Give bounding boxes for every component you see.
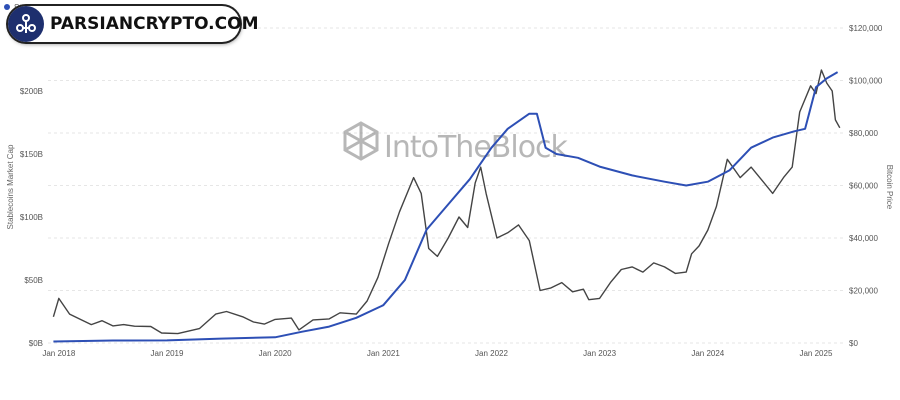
x-tick-label: Jan 2024 (691, 349, 724, 358)
x-tick-label: Jan 2018 (42, 349, 75, 358)
y-right-tick-label: $100,000 (849, 77, 883, 86)
y-right-tick-label: $60,000 (849, 182, 878, 191)
legend-stablecoins-swatch (4, 4, 10, 10)
parsiancrypto-logo: PARSIANCRYPTO.COM (8, 6, 258, 42)
gridlines (48, 27, 843, 344)
y-left-tick-label: $50B (24, 276, 43, 285)
y-axis-left: $0B $50B $100B $150B $200B (20, 87, 43, 348)
intotheblock-logo-icon (343, 121, 379, 161)
logo-text: PARSIANCRYPTO.COM (50, 14, 259, 34)
x-tick-label: Jan 2022 (475, 349, 508, 358)
y-right-tick-label: $20,000 (849, 287, 878, 296)
series (52, 69, 841, 343)
y-axis-right: $0 $20,000 $40,000 $60,000 $80,000 $100,000 $1… (849, 24, 883, 348)
y-axis-right-title: Bitcoin Price (885, 165, 894, 210)
x-tick-label: Jan 2021 (367, 349, 400, 358)
y-right-tick-label: $120,000 (849, 24, 883, 33)
y-left-tick-label: $200B (20, 87, 43, 96)
watermark-text: IntoTheBlock (384, 130, 569, 165)
y-left-tick-label: $150B (20, 150, 43, 159)
y-right-tick-label: $0 (849, 339, 858, 348)
x-tick-label: Jan 2019 (151, 349, 184, 358)
y-left-tick-label: $0B (29, 339, 43, 348)
x-tick-label: Jan 2023 (583, 349, 616, 358)
bitcoin-price-line (52, 69, 841, 335)
x-tick-label: Jan 2020 (259, 349, 292, 358)
x-axis: Jan 2018 Jan 2019 Jan 2020 Jan 2021 Jan 2022… (42, 349, 833, 358)
intotheblock-watermark: IntoTheBlock (343, 121, 570, 165)
y-right-tick-label: $80,000 (849, 129, 878, 138)
parsiancrypto-logo-icon (8, 6, 44, 42)
y-right-tick-label: $40,000 (849, 234, 878, 243)
stablecoins-market-cap-line (53, 71, 839, 343)
y-axis-left-title: Stablecoins Market Cap (6, 144, 15, 229)
y-left-tick-label: $100B (20, 213, 43, 222)
x-tick-label: Jan 2025 (799, 349, 832, 358)
